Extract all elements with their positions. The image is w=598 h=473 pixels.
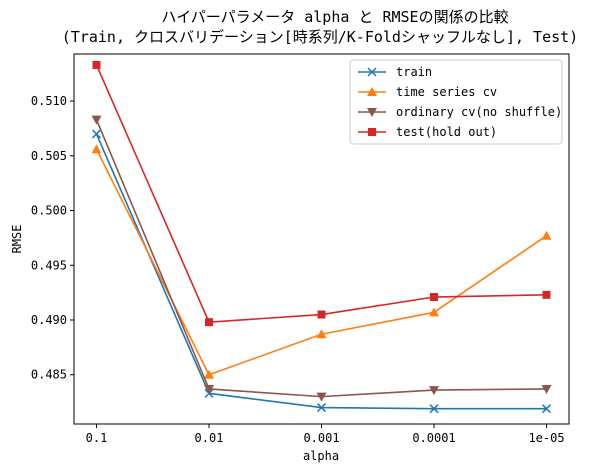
y-tick-label-5: 0.510 <box>31 94 67 108</box>
legend-label-3: test(hold out) <box>396 125 497 139</box>
y-axis: 0.485 0.490 0.495 0.500 0.505 0.510 <box>31 94 74 382</box>
legend-marker-0 <box>367 67 377 77</box>
y-tick-label-0: 0.485 <box>31 368 67 382</box>
series-1-point-2 <box>316 329 327 339</box>
series-1-point-1 <box>204 369 214 379</box>
chart-title-line2: (Train, クロスバリデーション[時系列/K-Foldシャッフルなし], T… <box>62 28 578 46</box>
legend-marker-3 <box>368 128 376 136</box>
x-axis: 0.1 0.01 0.001 0.0001 1e-05 <box>86 424 565 445</box>
y-axis-label: RMSE <box>10 225 24 254</box>
series-2-point-1 <box>204 384 214 394</box>
series-3-point-3 <box>430 293 438 302</box>
x-tick-label-0: 0.1 <box>86 431 108 445</box>
series-3-point-4 <box>542 290 551 299</box>
y-tick-label-2: 0.495 <box>31 258 67 272</box>
series-0-point-0-stroke-b <box>91 129 102 139</box>
legend-label-1: time series cv <box>396 85 497 99</box>
y-tick-label-1: 0.490 <box>31 313 67 327</box>
series-0-point-3 <box>429 404 439 414</box>
x-tick-label-4: 1e-05 <box>528 431 564 445</box>
series-0-point-2 <box>316 403 327 413</box>
series-2-point-0 <box>91 115 102 125</box>
x-tick-label-3: 0.0001 <box>412 431 455 445</box>
series-3-point-0 <box>92 60 101 69</box>
y-tick-label-3: 0.500 <box>31 204 67 218</box>
x-tick-label-1: 0.01 <box>195 431 224 445</box>
series-line-2 <box>95 119 547 398</box>
series-line-0 <box>95 133 547 410</box>
series-2-point-2 <box>316 392 327 402</box>
series-1-point-0 <box>91 144 102 154</box>
series-line-1 <box>95 148 547 376</box>
series-0-point-0 <box>91 129 102 139</box>
series-1-point-3 <box>429 307 439 317</box>
series-0-point-4-stroke-b <box>541 404 552 414</box>
series-3-point-2 <box>317 310 326 319</box>
legend-box <box>349 59 563 145</box>
x-axis-label: alpha <box>303 449 339 463</box>
series-0-point-3-stroke-b <box>429 404 439 414</box>
legend: train time series cv ordinary cv(no shuffl… <box>349 59 563 145</box>
legend-marker-0-stroke-b <box>367 67 377 77</box>
x-tick-label-2: 0.001 <box>303 431 339 445</box>
series-2-point-4 <box>541 384 552 394</box>
legend-label-2: ordinary cv(no shuffle) <box>396 105 562 119</box>
series-layer <box>91 60 552 414</box>
series-0-point-2-stroke-b <box>316 403 327 413</box>
series-3-point-1 <box>205 318 213 327</box>
chart-title-line1: ハイパーパラメータ alpha と RMSEの関係の比較 <box>161 8 508 26</box>
series-1-point-4 <box>541 230 552 240</box>
legend-marker-2 <box>367 108 377 117</box>
legend-marker-1 <box>367 87 377 96</box>
y-tick-label-4: 0.505 <box>31 149 67 163</box>
series-2-point-3 <box>429 386 439 396</box>
series-0-point-4 <box>541 404 552 414</box>
legend-label-0: train <box>396 65 432 79</box>
